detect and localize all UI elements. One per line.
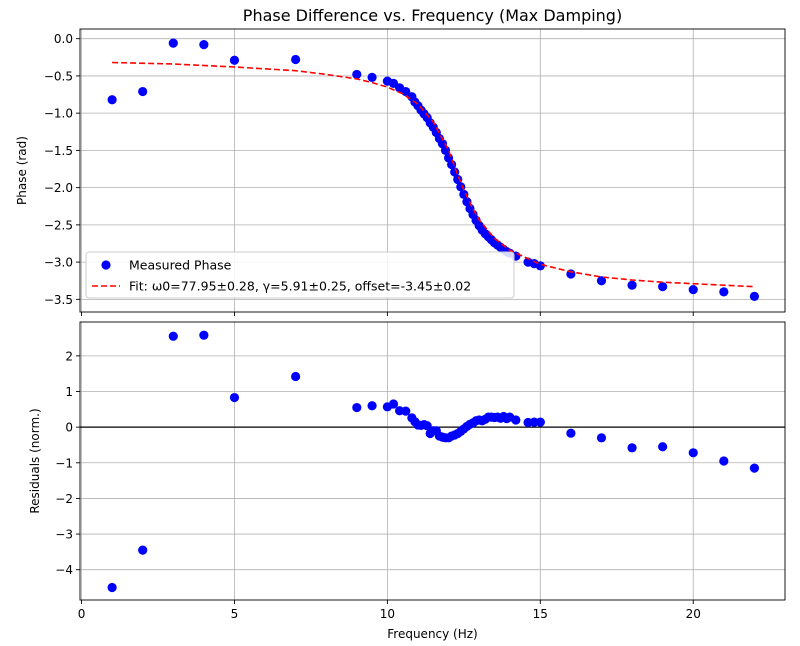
phase-axes-frame <box>79 28 786 313</box>
x-tick-label: 20 <box>686 607 701 621</box>
phase-marker <box>627 280 637 290</box>
phase-marker <box>352 69 362 80</box>
phase-marker <box>367 72 377 83</box>
residual-marker <box>658 442 668 452</box>
phase-marker <box>229 55 240 65</box>
phase-marker <box>401 86 411 97</box>
phase-marker <box>168 38 178 48</box>
phase-marker <box>107 95 117 105</box>
phase-y-tick-label: −2.0 <box>44 181 73 195</box>
residual-marker <box>388 399 399 409</box>
residual-marker <box>107 582 117 593</box>
residual-y-tick-label: −1 <box>55 456 73 470</box>
residual-marker <box>688 448 698 458</box>
residual-marker <box>749 463 760 473</box>
residual-marker <box>719 456 729 466</box>
phase-y-axis-label: Phase (rad) <box>15 136 29 205</box>
x-tick-label: 0 <box>78 607 86 621</box>
phase-marker <box>719 287 729 297</box>
legend-entry-label: Measured Phase <box>129 258 232 273</box>
x-tick-label: 5 <box>231 607 239 621</box>
residual-marker <box>367 401 377 411</box>
residual-marker <box>627 443 637 453</box>
residual-marker <box>566 428 576 438</box>
residual-y-tick-label: 0 <box>65 421 73 435</box>
residual-marker <box>138 545 148 555</box>
residual-y-tick-label: −2 <box>55 492 73 506</box>
residual-y-tick-label: 1 <box>65 385 73 399</box>
residual-marker <box>352 402 362 413</box>
phase-y-tick-label: −3.5 <box>44 293 73 307</box>
phase-marker <box>459 189 469 199</box>
residual-marker <box>168 331 178 341</box>
legend-entry-label: Fit: ω0=77.95±0.28, γ=5.91±0.25, offset=… <box>129 279 471 294</box>
phase-y-tick-label: −1.5 <box>44 144 73 158</box>
phase-marker <box>291 54 301 65</box>
x-tick-label: 15 <box>533 607 548 621</box>
legend-box <box>85 251 515 299</box>
phase-marker <box>450 167 460 177</box>
residual-y-axis-label: Residuals (norm.) <box>28 408 42 513</box>
residual-marker <box>535 417 545 427</box>
residual-marker <box>596 433 607 443</box>
phase-y-tick-label: −0.5 <box>44 69 73 83</box>
residual-axes-frame <box>79 321 786 601</box>
fit-curve-line <box>112 61 755 288</box>
residual-y-tick-label: −4 <box>55 563 73 577</box>
phase-marker <box>658 282 668 292</box>
residual-y-tick-label: 2 <box>65 349 73 363</box>
phase-y-tick-label: 0.0 <box>54 32 73 46</box>
phase-marker <box>447 159 457 170</box>
residual-marker <box>422 421 432 431</box>
x-tick-label: 10 <box>380 607 395 621</box>
residual-marker <box>291 371 301 382</box>
phase-marker <box>749 291 760 301</box>
legend: Measured Phase Fit: ω0=77.95±0.28, γ=5.91… <box>85 251 515 299</box>
residual-plot-area <box>80 322 785 600</box>
phase-marker <box>138 86 148 97</box>
phase-panel: 0.0 −0.5 −1.0 −1.5 −2.0 −2.5 −3.0 −3.5 Phase Dif… <box>15 6 786 316</box>
residual-marker <box>199 330 209 340</box>
chart-title: Phase Difference vs. Frequency (Max Damp… <box>243 6 622 25</box>
residual-marker <box>229 392 240 403</box>
residual-marker <box>401 406 411 416</box>
residual-marker <box>511 415 521 425</box>
phase-y-tick-label: −3.0 <box>44 256 73 270</box>
residual-y-tick-label: −3 <box>55 528 73 542</box>
phase-marker <box>596 276 607 286</box>
x-axis-label: Frequency (Hz) <box>387 627 478 641</box>
phase-marker <box>688 285 698 295</box>
legend-marker-swatch <box>101 260 111 270</box>
phase-y-tick-label: −1.0 <box>44 107 73 121</box>
phase-marker <box>199 40 209 50</box>
phase-y-tick-label: −2.5 <box>44 218 73 232</box>
